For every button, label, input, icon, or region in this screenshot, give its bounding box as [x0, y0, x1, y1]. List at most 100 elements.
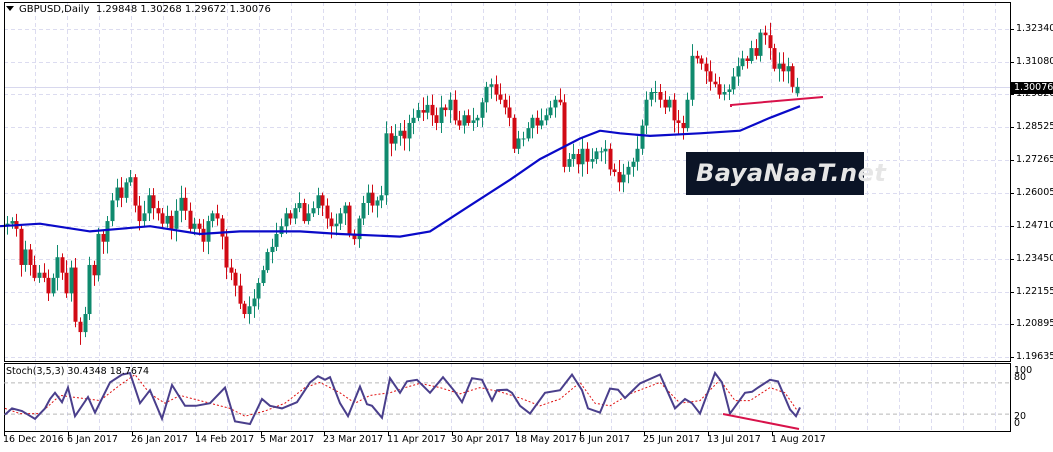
candle-body	[471, 120, 476, 123]
candle-body	[498, 94, 503, 100]
candle-body	[37, 272, 42, 278]
symbol-label: GBPUSD,Daily	[19, 4, 90, 15]
candle-body	[521, 138, 526, 140]
candle-body	[539, 120, 544, 126]
candle-body	[416, 110, 421, 118]
candle-body	[55, 257, 60, 278]
time-tick-label: 25 Jun 2017	[643, 434, 701, 445]
candle-body	[320, 195, 325, 206]
candle-body	[42, 272, 47, 278]
stochastic-label: Stoch(3,5,3) 30.4348 18.7674	[6, 366, 150, 377]
stoch-trendline	[722, 413, 800, 430]
candle-body	[768, 35, 773, 49]
time-tick-label: 1 Aug 2017	[771, 434, 826, 445]
time-tick-label: 11 Apr 2017	[387, 434, 446, 445]
candle-body	[663, 99, 668, 108]
candle-body	[329, 218, 334, 227]
candle-body	[631, 161, 636, 167]
candle-body	[19, 228, 24, 265]
candle-body	[297, 203, 302, 209]
candle-body	[653, 91, 658, 93]
candle-body	[352, 233, 357, 240]
candle-body	[379, 195, 384, 201]
candle-body	[293, 208, 298, 219]
candle-body	[777, 63, 782, 69]
candle-body	[147, 195, 152, 214]
candle-body	[526, 128, 531, 139]
candle-body	[165, 215, 170, 224]
candle-body	[571, 153, 576, 160]
candle-body	[439, 107, 444, 123]
candle-body	[676, 120, 681, 123]
candle-body	[790, 66, 795, 87]
candle-body	[389, 133, 394, 144]
candle-body	[110, 200, 115, 222]
candle-body	[361, 203, 366, 219]
candle-body	[667, 99, 672, 108]
chart-header: GBPUSD,Daily 1.29848 1.30268 1.29672 1.3…	[6, 4, 271, 15]
candle-body	[484, 86, 489, 103]
candle-body	[608, 148, 613, 170]
candle-body	[462, 115, 467, 126]
candle-body	[407, 122, 412, 139]
price-tick-label: 1.32340	[1016, 23, 1053, 34]
candle-body	[530, 117, 535, 129]
candle-body	[325, 205, 330, 219]
candle-body	[567, 159, 572, 167]
candle-body	[46, 277, 51, 294]
candle-body	[402, 130, 407, 139]
candle-body	[215, 213, 220, 219]
candle-body	[69, 267, 74, 294]
candle-body	[233, 272, 238, 286]
candle-body	[279, 226, 284, 234]
candle-body	[621, 174, 626, 183]
candle-body	[772, 48, 777, 69]
candle-body	[658, 91, 663, 100]
candle-body	[421, 110, 426, 113]
candle-body	[51, 277, 56, 294]
candle-body	[749, 48, 754, 62]
watermark-text: BayaNaaT.net	[696, 159, 887, 187]
price-tick-label: 1.20895	[1016, 318, 1053, 330]
candle-body	[270, 246, 275, 253]
stoch-level-label: 100	[1014, 365, 1033, 376]
candle-body	[448, 99, 453, 111]
candle-body	[722, 91, 727, 95]
candle-body	[229, 267, 234, 273]
candle-body	[119, 187, 124, 198]
candle-body	[717, 84, 722, 95]
collapse-triangle-icon[interactable]	[6, 6, 14, 11]
candle-body	[64, 272, 69, 294]
candle-body	[179, 197, 184, 211]
candle-body	[480, 102, 485, 118]
stoch-level-label: 80	[1014, 372, 1027, 383]
candle-body	[124, 182, 129, 198]
candle-body	[425, 104, 430, 113]
candle-body	[338, 213, 343, 224]
candle-body	[252, 298, 257, 307]
candle-body	[274, 233, 279, 247]
watermark-logo: BayaNaaT.net	[686, 152, 886, 195]
candle-body	[640, 125, 645, 149]
time-tick-label: 6 Jan 2017	[67, 434, 118, 445]
candle-body	[334, 223, 339, 227]
candle-body	[265, 252, 270, 271]
candle-body	[599, 151, 604, 153]
candle-body	[699, 58, 704, 64]
candle-body	[548, 107, 553, 116]
candle-body	[786, 66, 791, 72]
candle-body	[585, 148, 590, 162]
time-tick-label: 14 Feb 2017	[195, 434, 255, 445]
candle-body	[261, 270, 266, 284]
candle-body	[92, 264, 97, 276]
candle-body	[603, 148, 608, 152]
candle-body	[393, 135, 398, 144]
ohlc-values: 1.29848 1.30268 1.29672 1.30076	[95, 4, 271, 15]
candle-body	[708, 71, 713, 82]
time-tick-label: 30 Apr 2017	[451, 434, 510, 445]
price-tick-label: 1.19635	[1016, 351, 1053, 362]
candle-body	[494, 84, 499, 95]
candle-body	[188, 210, 193, 229]
time-tick-label: 23 Mar 2017	[323, 434, 384, 445]
